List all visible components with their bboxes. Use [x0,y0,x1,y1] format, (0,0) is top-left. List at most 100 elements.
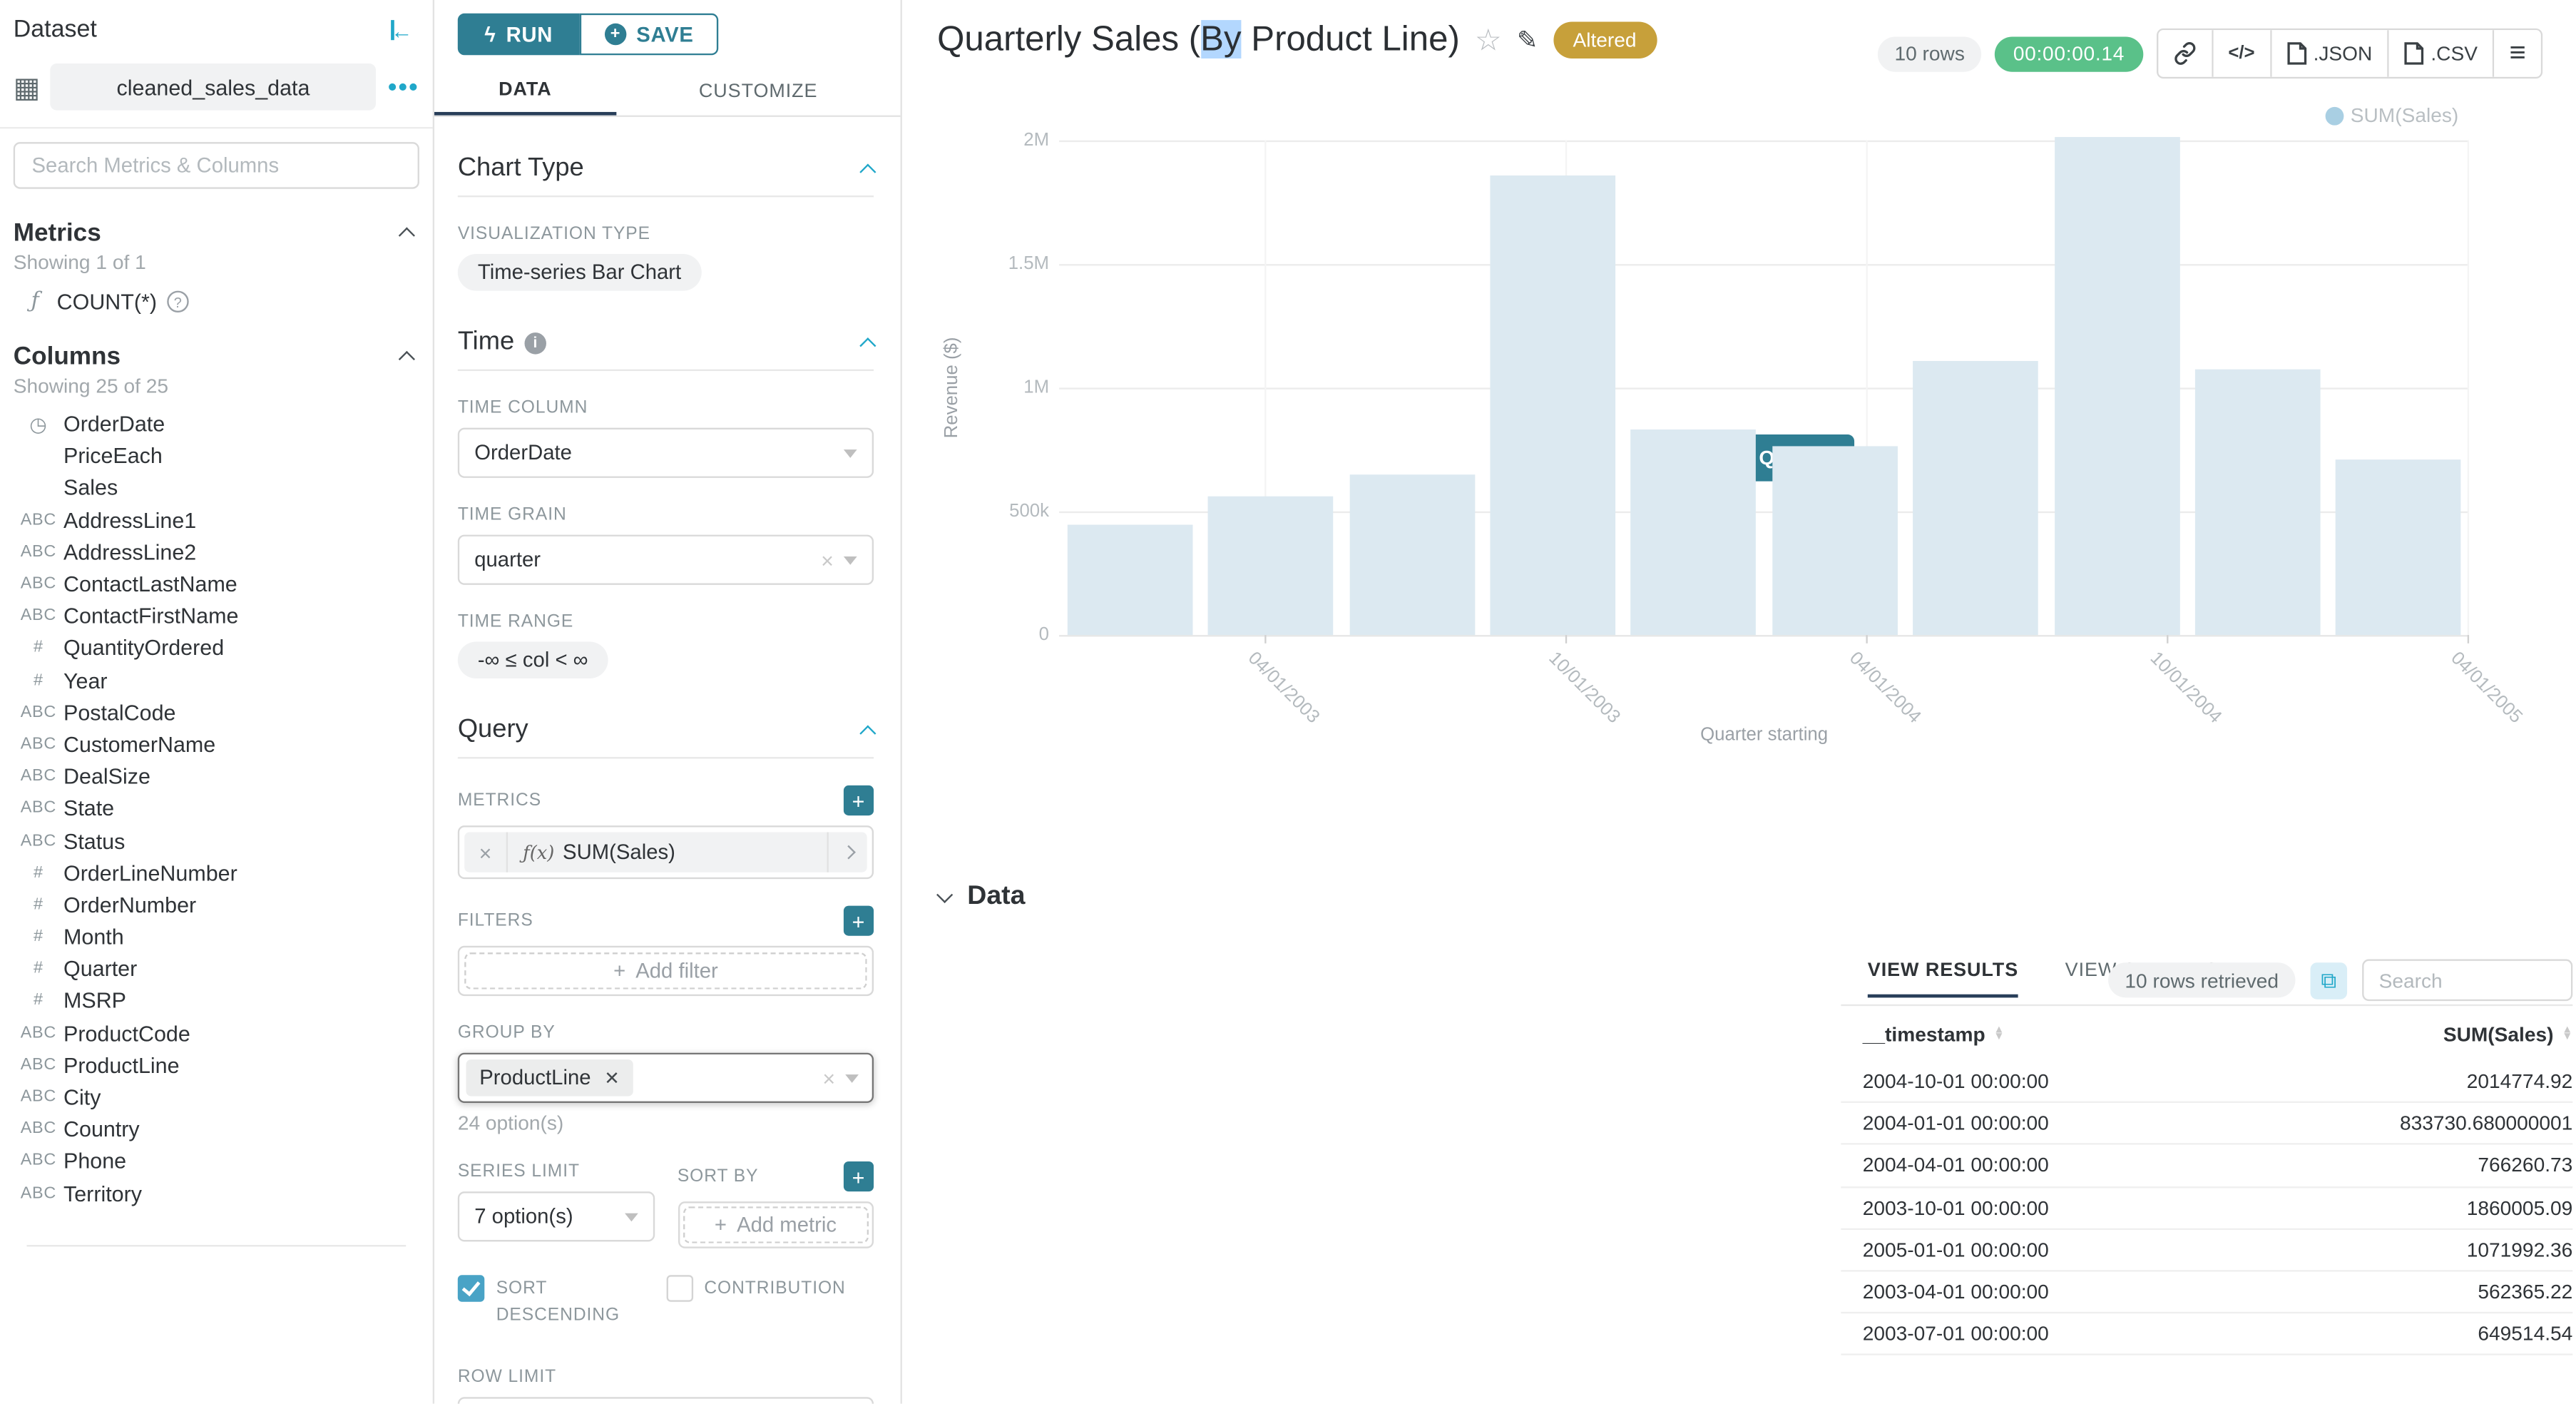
table-header-sum-sales[interactable]: SUM(Sales) ▲ ▼ [2443,1022,2573,1047]
bar[interactable] [2194,370,2321,636]
bar[interactable] [1067,524,1192,636]
collapse-panel-icon[interactable]: ← [391,17,413,43]
column-item[interactable]: ABC Country [0,1113,433,1145]
column-item[interactable]: ◷ OrderDate [0,408,433,440]
export-json-button[interactable]: .JSON [2271,30,2389,77]
chevron-up-icon[interactable] [859,724,876,741]
chevron-up-icon[interactable] [859,163,876,180]
cell-value: 1071992.36 [2466,1238,2573,1262]
chevron-up-icon[interactable] [398,227,415,244]
share-link-button[interactable] [2157,30,2214,77]
metrics-header: Metrics [13,218,101,248]
add-filter-button[interactable]: + [843,905,874,936]
column-item[interactable]: ABC City [0,1081,433,1113]
results-search-input[interactable] [2362,959,2573,1002]
add-filter-dropzone[interactable]: + Add filter [464,952,867,990]
column-item[interactable]: ABC Territory [0,1177,433,1209]
column-item[interactable]: # Quarter [0,953,433,985]
run-button[interactable]: ϟ RUN [457,13,580,56]
text-column-icon: ABC [20,1087,57,1107]
tab-customize[interactable]: CUSTOMIZE [698,81,818,102]
bar[interactable] [1207,496,1334,636]
chevron-up-icon[interactable] [398,350,415,368]
metric-item[interactable]: ƒ COUNT(*) ? [0,281,433,323]
y-tick-label: 2M [1023,130,1050,151]
file-icon [2286,42,2306,65]
chart-title[interactable]: Quarterly Sales (By Product Line) [937,20,1460,58]
column-item-label: Country [63,1116,140,1142]
column-item[interactable]: ABC Status [0,825,433,857]
save-button[interactable]: + SAVE [579,13,719,56]
row-limit-select[interactable]: 10000 × [457,1396,874,1404]
column-item[interactable]: # MSRP [0,985,433,1017]
bar[interactable] [1490,175,1615,636]
table-row: 2004-04-01 00:00:00 766260.73 [1841,1144,2573,1186]
column-item[interactable]: ABC AddressLine1 [0,504,433,536]
add-sort-metric-dropzone[interactable]: + Add metric [682,1206,869,1243]
column-item[interactable]: ABC ContactFirstName [0,600,433,632]
tab-view-results[interactable]: VIEW RESULTS [1867,961,2019,998]
column-item-label: ContactLastName [63,571,237,597]
clear-icon[interactable]: × [822,1065,836,1091]
column-item[interactable]: ABC DealSize [0,760,433,793]
sort-descending-checkbox[interactable] [457,1275,485,1302]
bar[interactable] [1772,445,1898,636]
column-item[interactable]: Sales [0,472,433,504]
column-item[interactable]: ABC ProductCode [0,1017,433,1049]
metric-chip[interactable]: × ƒ(x) SUM(Sales) [464,832,867,873]
dataset-more-icon[interactable]: ••• [387,72,419,101]
favorite-star-icon[interactable]: ☆ [1474,22,1502,56]
column-item[interactable]: ABC Phone [0,1145,433,1177]
bar[interactable] [1349,474,1475,636]
legend-label: SUM(Sales) [2350,103,2459,128]
column-item[interactable]: ABC CustomerName [0,728,433,760]
dataset-name[interactable]: cleaned_sales_data [50,63,377,111]
copy-button[interactable]: ⧉ [2310,962,2348,999]
column-item[interactable]: ABC ContactLastName [0,568,433,600]
remove-chip-icon[interactable]: ✕ [604,1068,620,1089]
contribution-checkbox[interactable] [665,1275,692,1302]
column-item[interactable]: ABC State [0,793,433,825]
data-section-title: Data [967,882,1026,911]
edit-pencil-icon[interactable]: ✎ [1516,26,1538,56]
time-column-select[interactable]: OrderDate [457,427,874,478]
bar[interactable] [1913,360,2038,636]
viz-type-pill[interactable]: Time-series Bar Chart [457,254,702,291]
column-item[interactable]: # QuantityOrdered [0,632,433,664]
expand-metric-icon[interactable] [827,832,867,873]
chevron-up-icon[interactable] [859,336,876,354]
chart-legend[interactable]: SUM(Sales) [2325,103,2459,128]
table-header-timestamp[interactable]: __timestamp ▲ ▼ [1862,1022,2005,1047]
bar[interactable] [1630,429,1757,636]
column-item[interactable]: ABC PostalCode [0,696,433,728]
embed-code-button[interactable]: </> [2213,30,2272,77]
add-metric-button[interactable]: + [843,785,874,816]
column-item[interactable]: # OrderLineNumber [0,857,433,889]
column-item[interactable]: PriceEach [0,439,433,472]
remove-metric-icon[interactable]: × [464,832,508,873]
time-grain-select[interactable]: quarter × [457,534,874,585]
bar[interactable] [2336,459,2462,636]
column-item[interactable]: ABC AddressLine2 [0,536,433,568]
column-item[interactable]: ABC ProductLine [0,1049,433,1081]
add-sort-metric-button[interactable]: + [843,1161,874,1192]
series-limit-select[interactable]: 7 option(s) [457,1191,655,1242]
column-item[interactable]: # Year [0,664,433,696]
column-item[interactable]: # OrderNumber [0,889,433,921]
series-limit-label: SERIES LIMIT [457,1161,580,1182]
sort-descending-label: SORT DESCENDING [496,1278,620,1325]
search-metrics-columns-input[interactable] [13,142,419,189]
data-section-header[interactable]: Data [936,882,1026,912]
column-item[interactable]: # Month [0,921,433,953]
clear-icon[interactable]: × [821,547,834,573]
group-by-select[interactable]: ProductLine ✕ × [457,1052,874,1103]
time-range-pill[interactable]: -∞ ≤ col < ∞ [457,641,608,679]
group-by-chip[interactable]: ProductLine ✕ [466,1059,633,1097]
export-csv-button[interactable]: .CSV [2388,30,2495,77]
tab-data[interactable]: DATA [434,68,616,116]
column-item-label: MSRP [63,988,126,1014]
chart-menu-button[interactable]: ≡ [2494,30,2541,77]
bar[interactable] [2053,136,2179,636]
group-by-options-hint: 24 option(s) [457,1111,564,1135]
